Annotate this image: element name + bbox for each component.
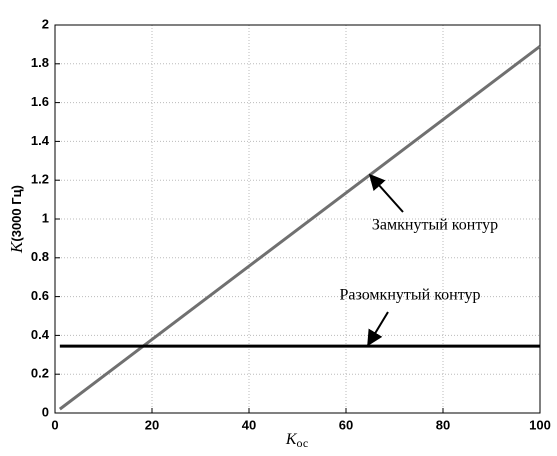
x-tick-label: 40 [242, 417, 256, 432]
x-axis-label: Kос [285, 431, 308, 450]
y-tick-label: 1.4 [31, 133, 50, 148]
y-tick-label: 0.4 [31, 327, 50, 342]
x-tick-label: 0 [51, 417, 58, 432]
y-tick-label: 1.2 [31, 172, 49, 187]
y-tick-label: 0.8 [31, 249, 49, 264]
y-tick-label: 0.6 [31, 288, 49, 303]
data-line [58, 45, 541, 411]
x-tick-label: 100 [529, 417, 551, 432]
plot-frame [54, 24, 541, 414]
y-axis-label: K(3000 Гц) [7, 185, 26, 254]
x-tick-label: 20 [145, 417, 159, 432]
x-label-subscript: ос [297, 436, 309, 450]
y-tick-label: 0.2 [31, 366, 49, 381]
y-tick-label: 1.8 [31, 55, 49, 70]
x-tick-label: 80 [436, 417, 450, 432]
annotation-arrow [367, 311, 389, 347]
annotation-arrow [368, 173, 404, 213]
y-tick-label: 0 [42, 404, 49, 419]
y-tick-label: 1.6 [31, 94, 49, 109]
x-label-symbol: K [285, 431, 298, 448]
y-label-symbol: K [7, 240, 26, 254]
y-label-rest: (3000 Гц) [9, 185, 24, 242]
annotation: Замкнутый контур [372, 217, 498, 234]
y-tick-label: 2 [42, 16, 49, 31]
x-tick-label: 60 [339, 417, 353, 432]
y-tick-label: 1 [42, 210, 49, 225]
annotation: Разомкнутый контур [340, 287, 481, 304]
